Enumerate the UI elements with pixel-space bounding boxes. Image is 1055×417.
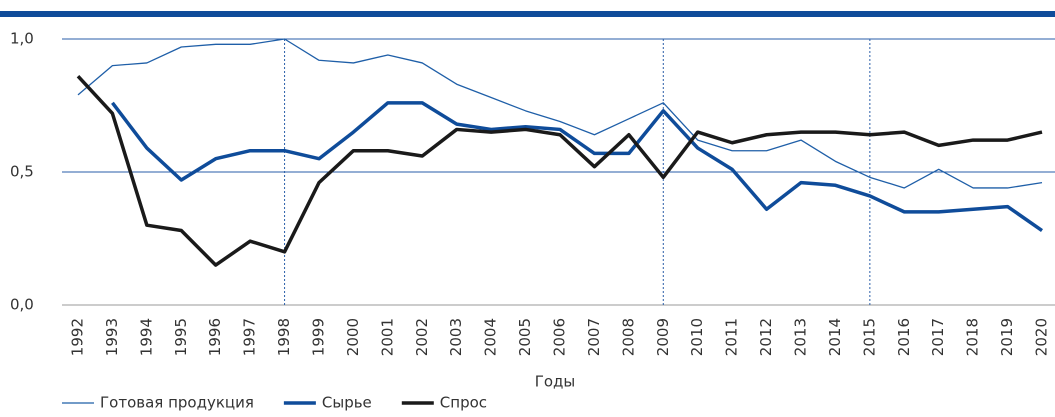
series-line	[76, 75, 1043, 267]
x-tick-label: 2009	[654, 318, 672, 356]
series-line	[77, 38, 1043, 189]
legend-label: Сырье	[322, 394, 372, 412]
x-tick-label: 1992	[69, 318, 87, 356]
x-tick-label: 1997	[241, 318, 259, 356]
x-tick-label: 2010	[688, 318, 706, 356]
legend-label: Готовая продукция	[100, 394, 254, 412]
x-tick-label: 2012	[757, 318, 775, 356]
x-tick-label: 2011	[723, 318, 741, 356]
x-tick-label: 1993	[103, 318, 121, 356]
y-tick-label: 1,0	[10, 30, 34, 48]
x-tick-label: 2015	[860, 318, 878, 356]
x-tick-label: 2005	[516, 318, 534, 356]
x-tick-label: 2018	[964, 318, 982, 356]
x-tick-label: 2008	[619, 318, 637, 356]
x-tick-label: 2019	[998, 318, 1016, 356]
x-tick-label: 2007	[585, 318, 603, 356]
x-tick-label: 2014	[826, 318, 844, 356]
x-tick-label: 2020	[1033, 318, 1051, 356]
x-tick-label: 2004	[482, 318, 500, 356]
x-tick-label: 2017	[929, 318, 947, 356]
x-tick-label: 1994	[137, 318, 155, 356]
x-tick-label: 1999	[310, 318, 328, 356]
top-bar	[0, 11, 1055, 17]
x-tick-label: 2002	[413, 318, 431, 356]
x-tick-label: 2000	[344, 318, 362, 356]
x-tick-label: 2013	[792, 318, 810, 356]
y-tick-label: 0,5	[10, 163, 34, 181]
series-line	[111, 101, 1043, 232]
legend-label: Спрос	[440, 394, 487, 412]
x-tick-label: 1996	[206, 318, 224, 356]
x-tick-label: 2006	[551, 318, 569, 356]
x-axis-label: Годы	[535, 373, 576, 391]
x-tick-label: 1995	[172, 318, 190, 356]
x-tick-label: 2016	[895, 318, 913, 356]
x-tick-label: 2001	[378, 318, 396, 356]
y-tick-label: 0,0	[10, 296, 34, 314]
x-tick-label: 2003	[447, 318, 465, 356]
x-tick-label: 1998	[275, 318, 293, 356]
